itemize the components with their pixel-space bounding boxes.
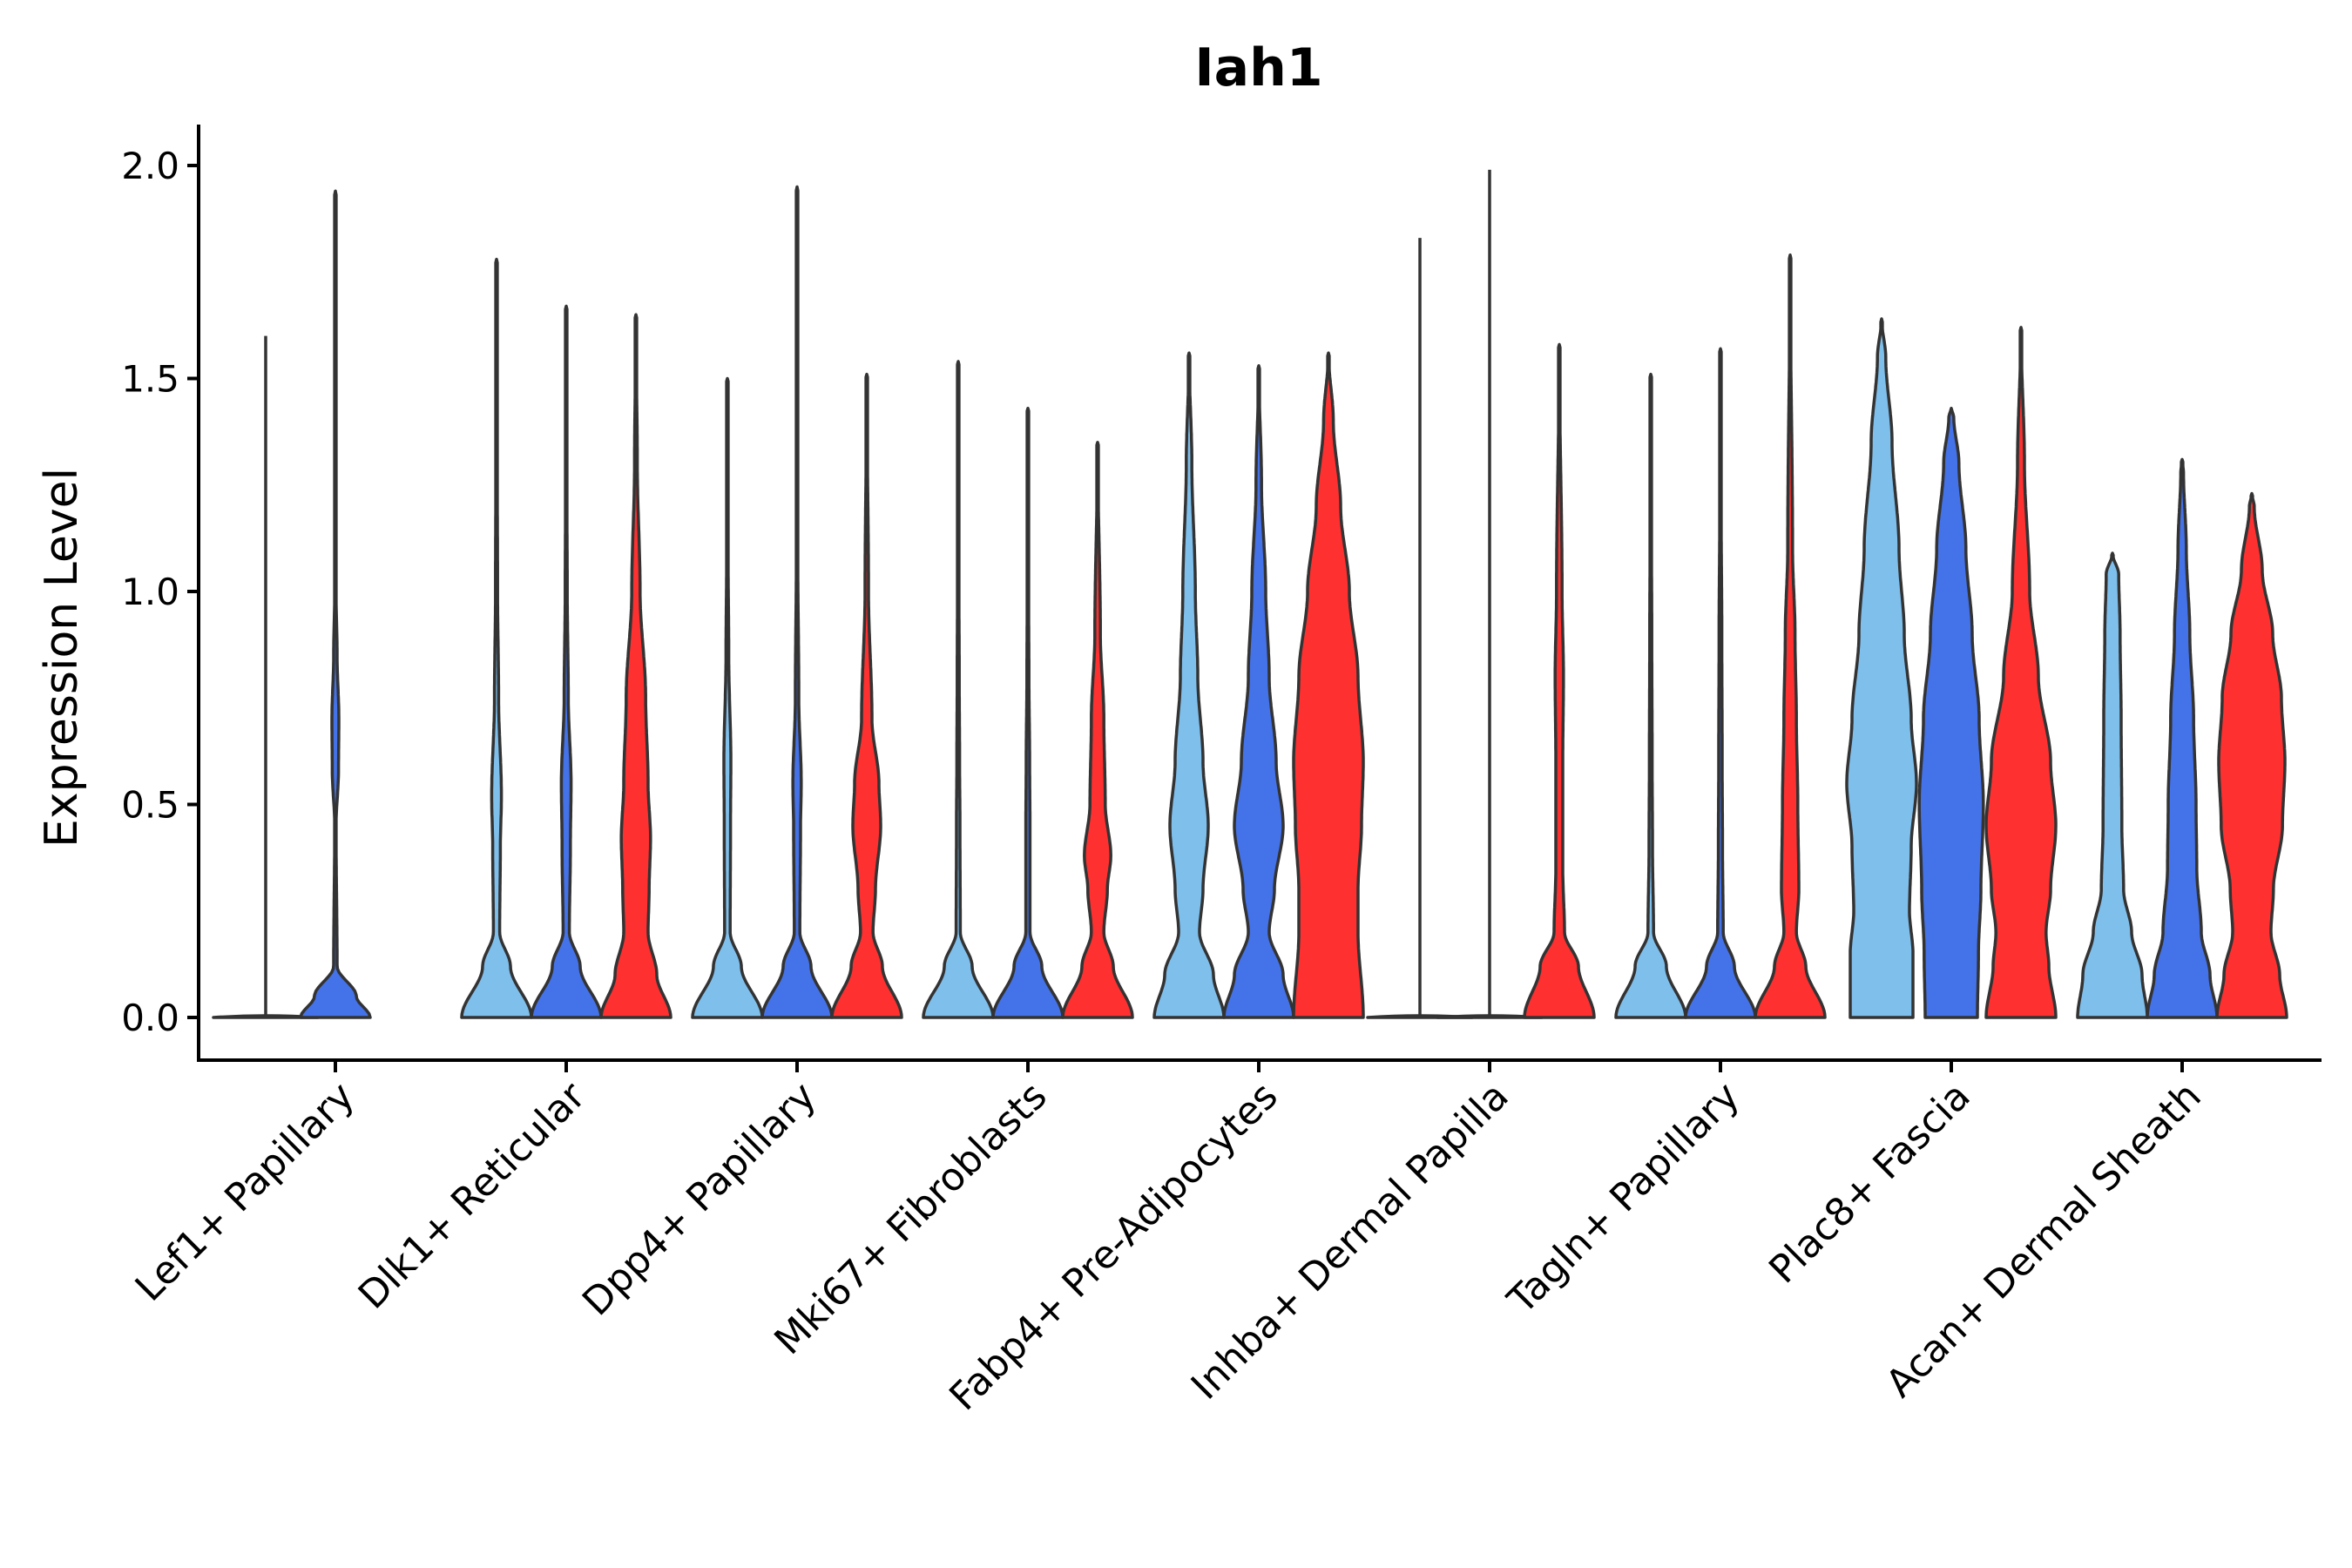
x-tick-label: Dpp4+ Papillary	[574, 1074, 825, 1325]
violin-inhba-dermal-papilla-group-3	[1523, 342, 1596, 1019]
chart-title: Iah1	[1194, 37, 1322, 98]
plot-area	[212, 169, 2288, 1019]
y-tick-label: 1.5	[121, 358, 179, 401]
violin-plac8-fascia-group-3	[1984, 326, 2058, 1019]
y-tick-label: 2.0	[121, 145, 179, 187]
violin-fabp4-pre-adipocytes-group-1	[1152, 351, 1226, 1019]
violin-tagln-papillary-group-3	[1754, 253, 1827, 1019]
violin-plac8-fascia-group-2	[1917, 406, 1985, 1019]
violin-dlk1-reticular-group-3	[599, 313, 672, 1019]
violin-mki67-fibroblasts-group-3	[1061, 441, 1134, 1019]
violin-dpp4-papillary-group-2	[760, 185, 834, 1019]
violin-dlk1-reticular-group-2	[530, 304, 603, 1019]
violin-mki67-fibroblasts-group-1	[922, 360, 995, 1019]
violin-fabp4-pre-adipocytes-group-2	[1222, 364, 1295, 1019]
violin-dpp4-papillary-group-1	[691, 376, 764, 1019]
x-tick-label: Plac8+ Fascia	[1761, 1074, 1979, 1293]
violin-dlk1-reticular-group-1	[460, 257, 533, 1019]
violin-tagln-papillary-group-2	[1684, 347, 1757, 1019]
y-axis-label: Expression Level	[36, 468, 88, 848]
x-tick-label: Tagln+ Papillary	[1499, 1074, 1748, 1323]
violin-fabp4-pre-adipocytes-group-3	[1292, 351, 1365, 1019]
x-tick-label: Dlk1+ Reticular	[350, 1073, 595, 1318]
x-tick-label: Lef1+ Papillary	[127, 1074, 363, 1310]
violin-acan-dermal-sheath-group-3	[2215, 491, 2288, 1019]
violin-acan-dermal-sheath-group-1	[2076, 551, 2149, 1019]
violin-acan-dermal-sheath-group-2	[2146, 457, 2219, 1019]
y-tick-label: 1.0	[121, 571, 179, 613]
y-axis-ticks: 0.0 0.5 1.0 1.5 2.0	[121, 145, 199, 1039]
y-tick-label: 0.5	[121, 784, 179, 827]
violin-dpp4-papillary-group-3	[830, 372, 903, 1019]
y-tick-label: 0.0	[121, 997, 179, 1039]
violin-mki67-fibroblasts-group-2	[991, 406, 1064, 1019]
violin-plac8-fascia-group-1	[1845, 317, 1918, 1019]
violin-tagln-papillary-group-1	[1614, 372, 1687, 1019]
violin-lef1-papillary-group-2	[299, 189, 372, 1019]
